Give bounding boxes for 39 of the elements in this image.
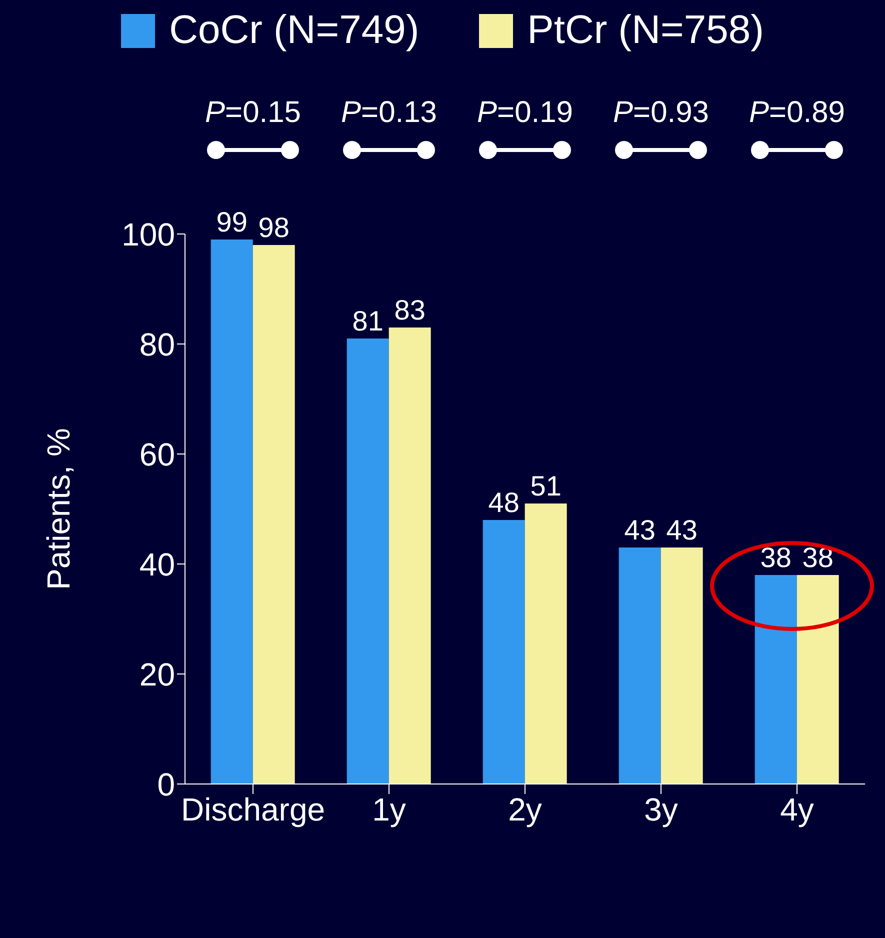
bar (252, 245, 295, 784)
data-label: 98 (258, 212, 290, 243)
bar (482, 520, 525, 784)
bar (388, 328, 431, 784)
y-tick-label: 60 (139, 436, 175, 472)
text: P=0.93 (612, 96, 710, 130)
bar (754, 575, 797, 784)
data-label: 99 (216, 206, 248, 238)
x-tick-label: Discharge (180, 792, 326, 828)
data-label: 38 (802, 542, 834, 573)
y-tick-label: 100 (122, 216, 175, 252)
text: P=0.19 (476, 96, 574, 130)
bar (346, 338, 389, 784)
text: P=0.15 (204, 96, 302, 130)
bar (210, 240, 253, 784)
y-tick-label: 0 (157, 766, 175, 802)
bar (618, 548, 661, 784)
x-tick-label: 1y (372, 792, 406, 828)
data-label: 43 (624, 514, 656, 546)
y-tick-label: 80 (139, 326, 175, 362)
y-tick-label: 40 (139, 546, 175, 582)
x-tick-label: 3y (644, 792, 678, 828)
x-tick-label: 2y (508, 792, 542, 828)
bar (524, 504, 567, 784)
bar (796, 575, 839, 784)
y-axis-title: Patients, % (40, 428, 76, 590)
data-label: 83 (394, 294, 426, 326)
bar (660, 548, 703, 784)
data-label: 81 (352, 306, 384, 336)
text: P=0.13 (340, 96, 438, 130)
data-label: 51 (530, 470, 562, 502)
legend-label: CoCr (N=749) (169, 8, 420, 53)
data-label: 43 (666, 514, 698, 546)
y-tick-label: 20 (139, 656, 175, 692)
data-label: 48 (488, 487, 520, 518)
legend-label: PtCr (N=758) (527, 8, 764, 53)
text: P=0.89 (748, 96, 846, 130)
x-tick-label: 4y (780, 792, 814, 828)
data-label: 38 (760, 542, 792, 573)
